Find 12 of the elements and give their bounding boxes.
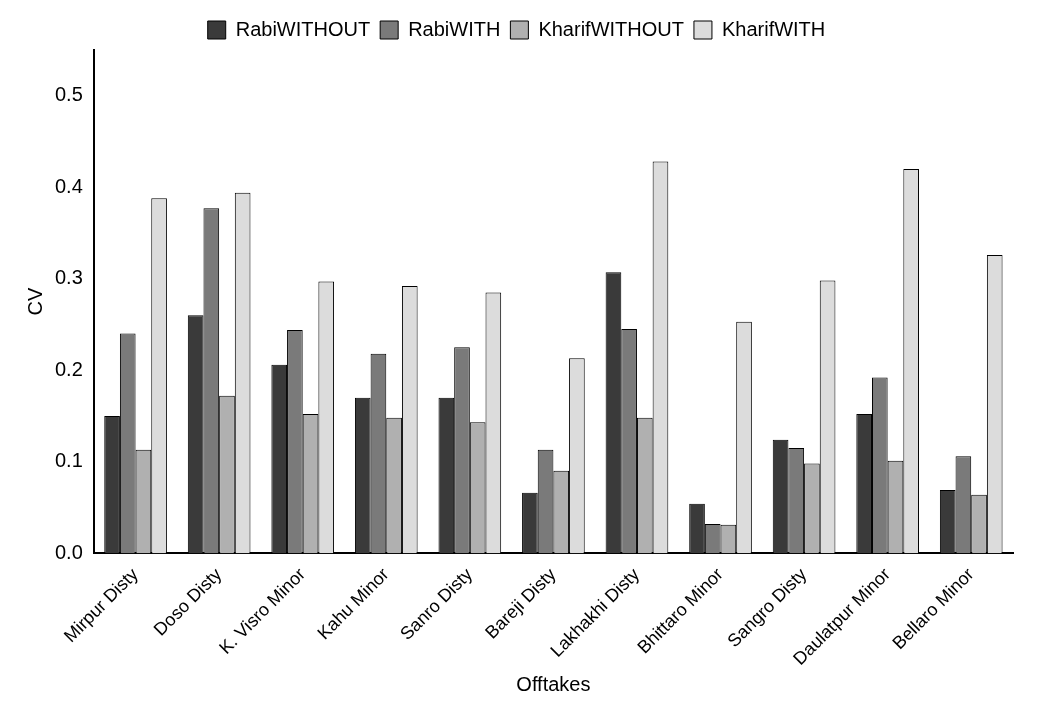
y-tick-label: 0.0 (54, 540, 83, 563)
y-axis-title: CV (23, 287, 46, 316)
y-tick-label: 0.2 (54, 357, 83, 380)
legend-label: RabiWITHOUT (235, 17, 371, 40)
y-tick-label: 0.5 (54, 83, 83, 106)
legend-label: KharifWITHOUT (538, 17, 684, 40)
y-tick-label: 0.3 (54, 266, 83, 289)
y-tick-label: 0.1 (54, 449, 83, 472)
legend-label: KharifWITH (721, 17, 826, 40)
y-tick-label: 0.4 (54, 174, 83, 197)
x-axis-title: Offtakes (516, 672, 591, 695)
legend-label: RabiWITH (408, 17, 501, 40)
